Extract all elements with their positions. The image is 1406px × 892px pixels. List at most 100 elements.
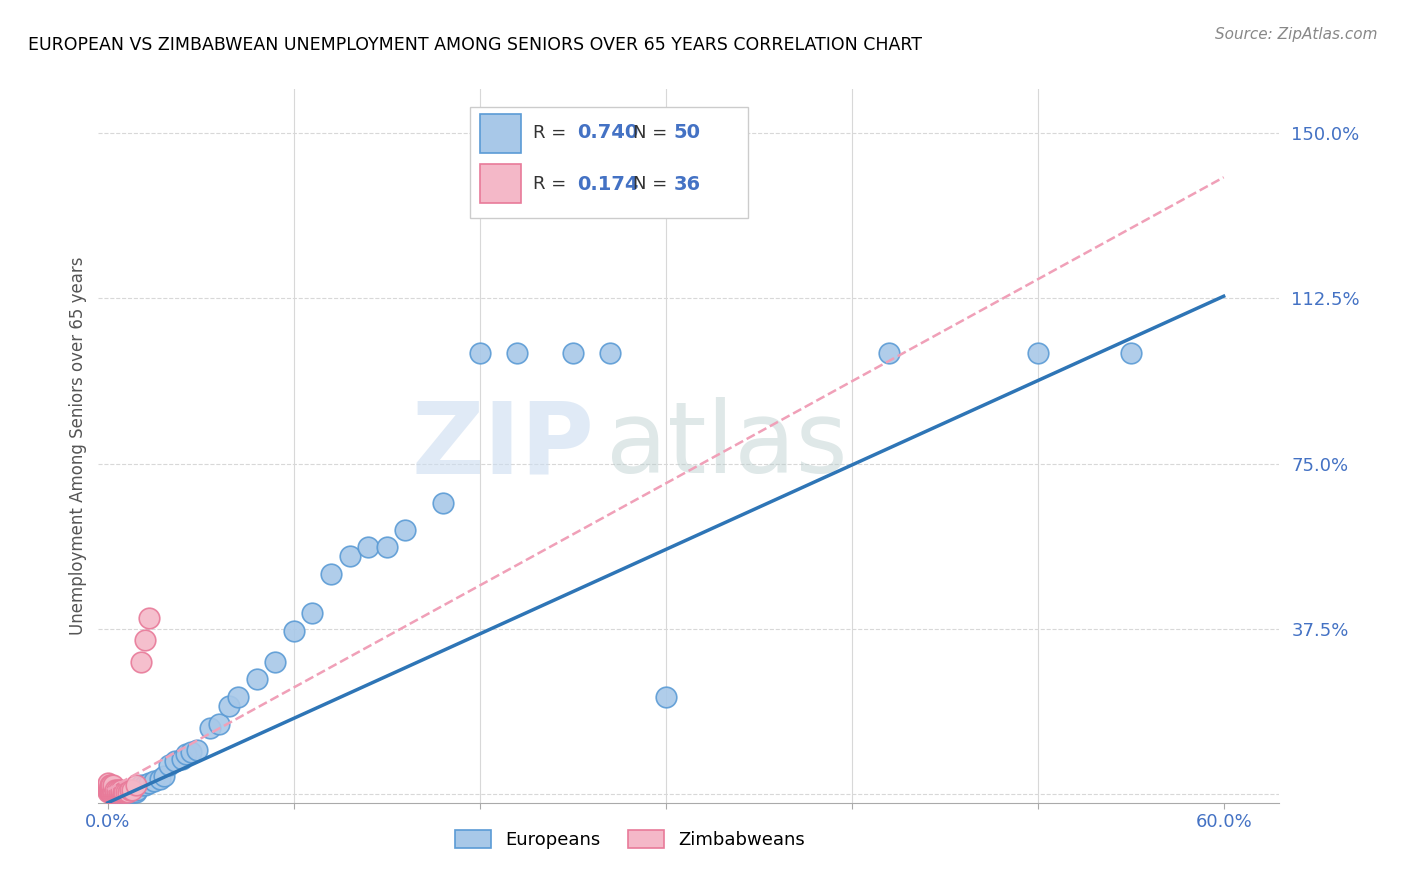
Point	[108, 785, 131, 799]
Point	[105, 785, 128, 799]
Point	[1026, 346, 1049, 360]
Point	[100, 778, 122, 792]
Text: R =: R =	[533, 124, 572, 142]
Point	[283, 624, 305, 638]
Point	[100, 785, 122, 799]
Point	[118, 785, 141, 799]
Point	[877, 346, 900, 360]
Point	[124, 778, 146, 792]
Point	[432, 496, 454, 510]
Point	[129, 655, 152, 669]
Point	[104, 782, 127, 797]
Text: N =: N =	[634, 175, 673, 193]
Point	[114, 785, 136, 799]
Point	[100, 782, 122, 797]
Point	[98, 785, 121, 799]
Point	[98, 785, 121, 799]
Point	[115, 785, 138, 799]
Text: 50: 50	[673, 123, 700, 142]
Point	[98, 782, 121, 797]
Point	[357, 541, 380, 555]
Point	[127, 782, 149, 797]
Point	[157, 758, 180, 772]
Point	[198, 721, 221, 735]
Point	[124, 785, 146, 799]
Point	[98, 778, 121, 792]
Point	[98, 782, 121, 797]
Point	[226, 690, 249, 704]
Point	[138, 611, 160, 625]
Text: Source: ZipAtlas.com: Source: ZipAtlas.com	[1215, 27, 1378, 42]
Point	[134, 778, 156, 792]
Point	[103, 778, 125, 792]
FancyBboxPatch shape	[479, 114, 522, 153]
Point	[110, 785, 132, 799]
Point	[97, 782, 120, 797]
Point	[174, 747, 197, 762]
FancyBboxPatch shape	[471, 107, 748, 218]
Legend: Europeans, Zimbabweans: Europeans, Zimbabweans	[446, 821, 814, 858]
Point	[561, 346, 583, 360]
Point	[100, 780, 122, 795]
Text: EUROPEAN VS ZIMBABWEAN UNEMPLOYMENT AMONG SENIORS OVER 65 YEARS CORRELATION CHAR: EUROPEAN VS ZIMBABWEAN UNEMPLOYMENT AMON…	[28, 36, 922, 54]
Point	[375, 541, 398, 555]
Point	[134, 632, 156, 647]
Point	[117, 785, 139, 799]
Text: atlas: atlas	[606, 398, 848, 494]
Point	[152, 769, 174, 783]
Point	[105, 785, 128, 799]
Point	[599, 346, 621, 360]
Point	[103, 785, 125, 799]
Point	[110, 785, 132, 799]
Point	[115, 785, 138, 799]
Text: ZIP: ZIP	[412, 398, 595, 494]
Y-axis label: Unemployment Among Seniors over 65 years: Unemployment Among Seniors over 65 years	[69, 257, 87, 635]
Point	[301, 607, 323, 621]
Point	[319, 566, 342, 581]
Point	[264, 655, 287, 669]
Point	[97, 785, 120, 799]
Point	[180, 745, 202, 759]
Point	[118, 782, 141, 797]
Point	[163, 754, 186, 768]
Point	[110, 782, 132, 797]
Point	[506, 346, 529, 360]
Point	[100, 785, 122, 799]
Point	[103, 782, 125, 797]
Point	[339, 549, 361, 563]
Text: R =: R =	[533, 175, 572, 193]
Point	[122, 785, 145, 799]
Point	[117, 785, 139, 799]
Point	[143, 773, 166, 788]
Point	[468, 346, 491, 360]
Point	[105, 782, 128, 797]
Point	[108, 782, 131, 797]
Point	[186, 743, 208, 757]
Point	[97, 780, 120, 795]
Point	[104, 785, 127, 799]
Point	[97, 776, 120, 790]
Point	[111, 785, 134, 799]
Text: 36: 36	[673, 175, 700, 194]
Point	[208, 716, 231, 731]
Point	[104, 785, 127, 799]
Point	[394, 523, 416, 537]
Point	[103, 785, 125, 799]
Point	[149, 772, 172, 786]
Point	[121, 785, 143, 799]
Point	[98, 785, 121, 799]
Point	[97, 778, 120, 792]
Text: N =: N =	[634, 124, 673, 142]
Point	[138, 776, 160, 790]
Point	[245, 673, 267, 687]
Point	[654, 690, 676, 704]
Point	[129, 778, 152, 792]
Text: 0.174: 0.174	[576, 175, 638, 194]
Point	[1119, 346, 1142, 360]
Point	[172, 752, 194, 766]
Point	[98, 780, 121, 795]
Point	[121, 782, 143, 797]
Point	[108, 785, 131, 799]
Text: 0.740: 0.740	[576, 123, 638, 142]
FancyBboxPatch shape	[479, 164, 522, 203]
